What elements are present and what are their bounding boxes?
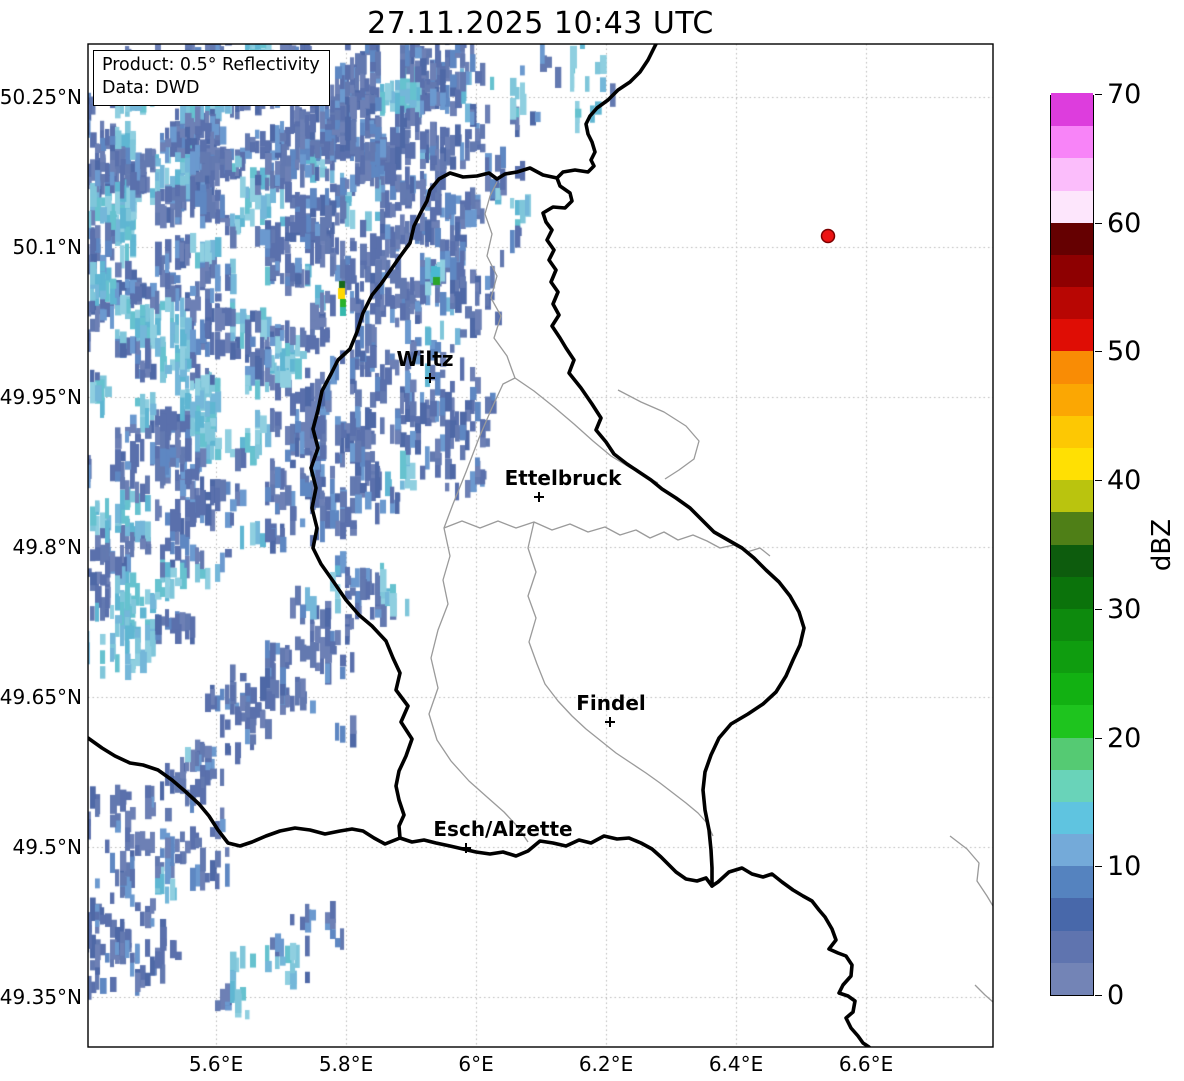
colorbar-band — [1051, 640, 1093, 674]
colorbar-band — [1051, 157, 1093, 191]
city-marker — [461, 843, 471, 853]
colorbar-band — [1051, 254, 1093, 288]
colorbar-band — [1051, 350, 1093, 384]
colorbar-band — [1051, 897, 1093, 931]
lon-tick-label: 6.4°E — [708, 1052, 764, 1076]
colorbar-band — [1051, 415, 1093, 448]
lon-tick-label: 6.6°E — [838, 1052, 894, 1076]
country-border — [88, 736, 402, 848]
colorbar-band — [1051, 736, 1093, 770]
city-marker — [605, 717, 615, 727]
colorbar-tick — [1095, 351, 1102, 353]
colorbar-band — [1051, 833, 1093, 867]
colorbar-band — [1051, 189, 1093, 223]
colorbar-band — [1051, 704, 1093, 738]
colorbar-band — [1051, 865, 1093, 899]
colorbar-band — [1051, 479, 1093, 513]
district-border — [949, 835, 993, 907]
country-border — [541, 44, 871, 1047]
lat-tick-label: 49.8°N — [12, 535, 83, 559]
product-info-box: Product: 0.5° Reflectivity Data: DWD — [93, 50, 330, 106]
district-border — [484, 181, 516, 379]
country-border — [309, 166, 559, 840]
colorbar-band — [1051, 672, 1093, 706]
lon-tick-label: 6.2°E — [578, 1052, 634, 1076]
colorbar-band — [1051, 125, 1093, 159]
colorbar-axis-label: dBZ — [1147, 518, 1178, 572]
colorbar-tick — [1095, 995, 1102, 996]
colorbar-band — [1051, 447, 1093, 481]
colorbar-tick-label: 60 — [1107, 207, 1142, 239]
district-border — [974, 984, 993, 1003]
city-label: Wiltz — [397, 347, 454, 371]
district-border — [443, 520, 771, 557]
colorbar-tick-label: 70 — [1107, 78, 1142, 110]
lat-tick-label: 50.25°N — [0, 85, 82, 109]
colorbar-band — [1051, 962, 1093, 995]
colorbar-band — [1051, 318, 1093, 352]
colorbar-tick — [1095, 866, 1102, 868]
lon-tick-label: 5.6°E — [188, 1052, 244, 1076]
district-border — [617, 389, 700, 480]
lon-tick-label: 6°E — [458, 1052, 494, 1076]
radar-site-dot — [820, 228, 836, 244]
lat-tick-label: 49.65°N — [0, 685, 82, 709]
lat-tick-label: 50.1°N — [12, 235, 83, 259]
colorbar-band — [1051, 383, 1093, 416]
colorbar-tick — [1095, 480, 1102, 482]
colorbar-tick-label: 50 — [1107, 336, 1142, 368]
colorbar-tick — [1095, 94, 1102, 95]
colorbar — [1050, 93, 1094, 996]
colorbar-tick — [1095, 608, 1102, 610]
country-border — [398, 834, 714, 888]
figure-title: 27.11.2025 10:43 UTC — [367, 6, 714, 41]
data-source-line: Data: DWD — [102, 78, 200, 98]
colorbar-band — [1051, 930, 1093, 963]
city-label: Findel — [576, 691, 646, 715]
lon-tick-label: 5.8°E — [318, 1052, 374, 1076]
colorbar-tick-label: 10 — [1107, 851, 1142, 883]
colorbar-band — [1051, 576, 1093, 609]
colorbar-band — [1051, 222, 1093, 255]
lat-tick-label: 49.35°N — [0, 985, 82, 1009]
colorbar-tick — [1095, 737, 1102, 739]
colorbar-tick-label: 30 — [1107, 593, 1142, 625]
colorbar-band — [1051, 286, 1093, 320]
colorbar-band — [1051, 93, 1093, 127]
district-border — [428, 377, 529, 843]
colorbar-tick-label: 40 — [1107, 465, 1142, 497]
city-label: Ettelbruck — [505, 466, 622, 490]
colorbar-band — [1051, 543, 1093, 577]
colorbar-band — [1051, 511, 1093, 545]
lat-tick-label: 49.5°N — [12, 835, 83, 859]
map-frame — [87, 43, 994, 1048]
colorbar-band — [1051, 769, 1093, 802]
colorbar-tick-label: 0 — [1107, 979, 1125, 1011]
colorbar-band — [1051, 801, 1093, 835]
city-label: Esch/Alzette — [433, 817, 572, 841]
product-line: Product: 0.5° Reflectivity — [102, 55, 320, 75]
city-marker — [425, 373, 435, 383]
colorbar-tick-label: 20 — [1107, 722, 1142, 754]
district-border — [527, 521, 714, 837]
city-marker — [534, 492, 544, 502]
colorbar-tick — [1095, 222, 1102, 224]
lat-tick-label: 49.95°N — [0, 385, 82, 409]
colorbar-band — [1051, 608, 1093, 642]
